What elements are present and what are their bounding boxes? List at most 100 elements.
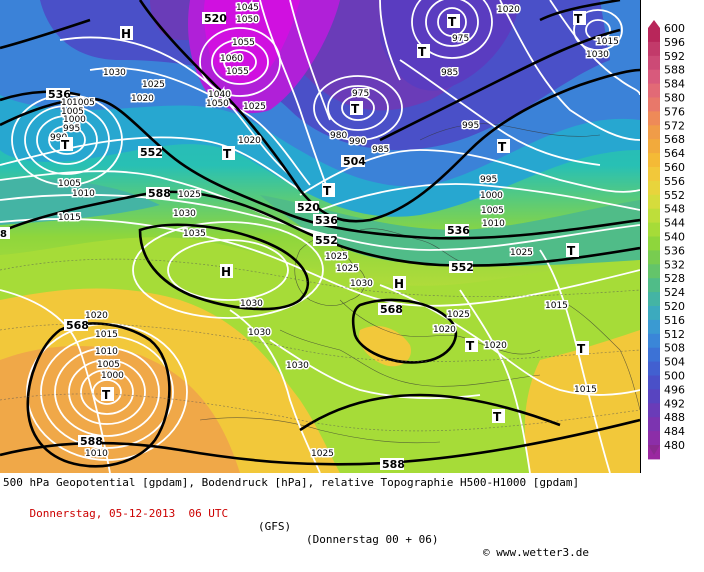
legend-level-label: 528 xyxy=(664,272,685,285)
gp-label-text-partial: 8 xyxy=(0,229,7,240)
gp-label: 504 xyxy=(341,155,366,168)
legend-level-label: 584 xyxy=(664,78,685,91)
legend-level-label: 496 xyxy=(664,383,685,396)
isobar-label: 1020 xyxy=(238,136,261,146)
low-symbol: T xyxy=(351,102,360,116)
legend-swatch xyxy=(648,389,660,404)
isobar-label: 1015 xyxy=(545,301,568,311)
isobar-label: 1040 xyxy=(208,90,231,100)
legend-swatch xyxy=(648,222,660,237)
isobar-label: 975 xyxy=(352,89,369,99)
legend-swatch xyxy=(648,361,660,376)
gp-label: 536 xyxy=(445,224,470,237)
legend-level-label: 588 xyxy=(664,64,685,77)
pressure-labels: 1045 1050 1055 1060 1055 1050 1040 1025 … xyxy=(49,2,621,461)
low-symbol: T xyxy=(466,339,475,353)
isobar-label: 1025 xyxy=(325,252,348,262)
isobar-label: 1020 xyxy=(484,341,507,351)
legend-swatch xyxy=(648,167,660,182)
legend-top-arrow xyxy=(648,20,660,28)
legend-canvas: 6005965925885845805765725685645605565525… xyxy=(648,20,685,460)
isobar-label: 1000 xyxy=(480,191,503,201)
legend-swatch xyxy=(648,41,660,57)
legend-swatch xyxy=(648,319,660,335)
legend-level-label: 568 xyxy=(664,133,685,146)
copyright-link[interactable]: © www.wetter3.de xyxy=(483,546,589,559)
low-symbol: T xyxy=(577,342,586,356)
gp-label: 552 xyxy=(313,234,338,247)
isobar-label: 995 xyxy=(63,124,80,134)
legend-swatch xyxy=(648,333,660,349)
isobar-label: 1025 xyxy=(178,190,201,200)
legend-swatch xyxy=(648,55,660,71)
caption-meta: Donnerstag, 05-12-2013 06 UTC (GFS) (Don… xyxy=(3,494,589,572)
legend-level-label: 572 xyxy=(664,119,685,132)
high-center: H xyxy=(393,276,406,291)
legend-level-label: 504 xyxy=(664,356,685,369)
gp-label-text: 568 xyxy=(66,319,89,332)
isobar-label: 1045 xyxy=(236,3,259,13)
low-symbol: T xyxy=(574,12,583,26)
low-center: T xyxy=(222,146,235,161)
gp-label: 588 xyxy=(78,435,103,448)
isobar-label: 1030 xyxy=(248,328,271,338)
model-name: (GFS) xyxy=(258,520,292,533)
isobar-label: 1015 xyxy=(596,37,619,47)
gp-label-text: 504 xyxy=(343,155,366,168)
low-center: T xyxy=(566,243,579,258)
low-center: T xyxy=(101,387,114,402)
low-symbol: T xyxy=(498,140,507,154)
legend-swatch xyxy=(648,403,660,418)
legend-swatch xyxy=(648,28,660,43)
isobar-label: 1035 xyxy=(183,229,206,239)
isobar-label: 975 xyxy=(452,34,469,44)
low-center: T xyxy=(447,14,460,29)
isobar-label: 1050 xyxy=(236,15,259,25)
isobar-label: 1020 xyxy=(433,325,456,335)
gp-label: 552 xyxy=(138,146,163,159)
gp-label-text: 536 xyxy=(48,88,71,101)
low-center: T xyxy=(573,11,586,26)
caption-description: 500 hPa Geopotential [gpdam], Bodendruck… xyxy=(3,476,580,489)
legend-swatch xyxy=(648,278,660,293)
legend-swatch xyxy=(648,139,660,154)
field-band-yellow-east xyxy=(524,330,640,473)
isobar-label: 1030 xyxy=(350,279,373,289)
isobar-label: 1030 xyxy=(586,50,609,60)
low-symbol: T xyxy=(493,410,502,424)
isobar-label: 1015 xyxy=(95,330,118,340)
isobar-label: 990 xyxy=(349,137,366,147)
isobar-label: 1030 xyxy=(103,68,126,78)
low-center: T xyxy=(350,101,363,116)
legend-level-label: 556 xyxy=(664,175,685,188)
legend-level-label: 560 xyxy=(664,161,685,174)
low-symbol: T xyxy=(567,244,576,258)
legend-swatch xyxy=(648,250,660,265)
gp-label: 588 xyxy=(146,187,171,200)
isobar-label: 1005 xyxy=(58,179,81,189)
gp-label-text: 588 xyxy=(148,187,171,200)
isobar-label: 995 xyxy=(462,121,479,131)
isobar-label: 1005 xyxy=(481,206,504,216)
isobar-label: 980 xyxy=(330,131,347,141)
gp-label: 552 xyxy=(449,261,474,274)
isobar-label: 1000 xyxy=(101,371,124,381)
map-canvas: 536 552 588 520 504 520 536 536 552 552 … xyxy=(0,0,641,474)
legend-level-label: 532 xyxy=(664,258,685,271)
legend-swatch xyxy=(648,306,660,321)
isobar-label: 985 xyxy=(441,68,458,78)
legend-swatch xyxy=(648,292,660,307)
legend-swatch xyxy=(648,431,660,446)
legend-level-label: 524 xyxy=(664,286,685,299)
low-symbol: T xyxy=(223,147,232,161)
low-center: T xyxy=(492,409,505,424)
gp-label-text: 552 xyxy=(140,146,163,159)
isobar-label: 1025 xyxy=(336,264,359,274)
isobar-label: 1015 xyxy=(61,98,84,108)
legend-swatch xyxy=(648,347,660,363)
gp-label-text: 520 xyxy=(297,201,320,214)
gp-label-text: 536 xyxy=(447,224,470,237)
gp-label-text: 536 xyxy=(315,214,338,227)
isobars xyxy=(0,0,640,473)
isobar-label: 1025 xyxy=(142,80,165,90)
